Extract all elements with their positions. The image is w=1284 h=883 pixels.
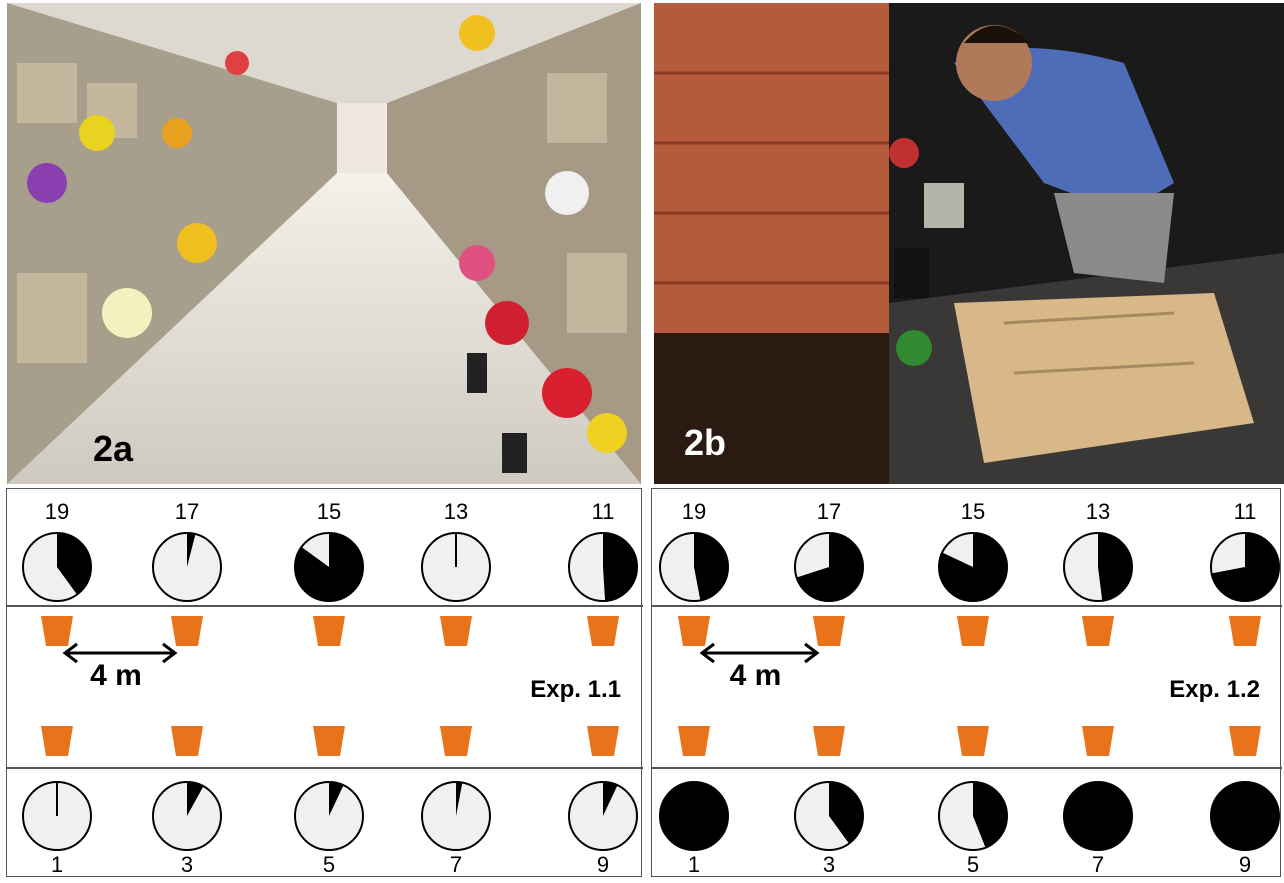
- experiment-label: Exp. 1.2: [1169, 676, 1260, 703]
- trap-number-bottom: 9: [597, 852, 609, 877]
- photo-label-2b: 2b: [684, 422, 727, 463]
- pie-top: [421, 532, 491, 602]
- trap-pot: [1229, 616, 1261, 646]
- trap-pot: [678, 616, 710, 646]
- experiment-panel-1: 19 1 17 3 15 5 13 7 11 9 4 m Exp. 1.1: [6, 488, 643, 877]
- trap-number-top: 19: [45, 499, 69, 524]
- trap-pot: [41, 616, 73, 646]
- trap-pot: [440, 726, 472, 756]
- pie-top: [938, 532, 1008, 602]
- trap-number-bottom: 7: [450, 852, 462, 877]
- pie-bottom: [938, 781, 1008, 851]
- pie-bottom: [1063, 781, 1133, 851]
- researcher-photo: [654, 3, 1284, 484]
- trap-number-bottom: 1: [51, 852, 63, 877]
- trap-pot: [587, 616, 619, 646]
- trap-pot: [1082, 616, 1114, 646]
- trap-pot: [313, 726, 345, 756]
- pie-bottom: [421, 781, 491, 851]
- trap-pot: [813, 616, 845, 646]
- corridor-photo: [7, 3, 641, 484]
- pie-top: [659, 532, 729, 602]
- trap-pot: [171, 726, 203, 756]
- pie-bottom: [152, 781, 222, 851]
- trap-number-bottom: 5: [323, 852, 335, 877]
- photo-2b: 2b: [654, 3, 1284, 484]
- pie-top: [794, 532, 864, 602]
- photo-2a: 2a: [7, 3, 641, 484]
- pie-top: [152, 532, 222, 602]
- trap-number-top: 15: [317, 499, 341, 524]
- trap-pot: [587, 726, 619, 756]
- pie-bottom: [294, 781, 364, 851]
- trap-pot: [813, 726, 845, 756]
- distance-arrow: [62, 642, 178, 664]
- pie-top: [294, 532, 364, 602]
- pie-top: [568, 532, 638, 602]
- pie-bottom: [659, 781, 729, 851]
- pie-bottom: [568, 781, 638, 851]
- trap-number-bottom: 3: [181, 852, 193, 877]
- pie-bottom: [1210, 781, 1280, 851]
- trap-pot: [440, 616, 472, 646]
- trap-number-bottom: 5: [967, 852, 979, 877]
- trap-number-bottom: 9: [1239, 852, 1251, 877]
- trap-pot: [1229, 726, 1261, 756]
- pie-top: [22, 532, 92, 602]
- trap-number-top: 19: [682, 499, 706, 524]
- trap-number-bottom: 7: [1092, 852, 1104, 877]
- experiment-panel-2: 19 1 17 3 15 5 13 7 11 9 4 m Exp. 1.2: [651, 488, 1282, 877]
- trap-number-top: 15: [961, 499, 985, 524]
- experiment-diagram: 19 1 17 3 15 5 13 7 11 9 4 m Exp. 1.1: [7, 499, 643, 877]
- trap-number-top: 11: [592, 499, 615, 524]
- photo-label-2a: 2a: [93, 428, 134, 469]
- trap-pot: [41, 726, 73, 756]
- pie-top: [1063, 532, 1133, 602]
- trap-number-top: 13: [444, 499, 468, 524]
- trap-number-top: 17: [175, 499, 199, 524]
- trap-pot: [678, 726, 710, 756]
- trap-pot: [313, 616, 345, 646]
- pie-bottom: [794, 781, 864, 851]
- trap-pot: [957, 726, 989, 756]
- experiment-diagram: 19 1 17 3 15 5 13 7 11 9 4 m Exp. 1.2: [652, 499, 1282, 877]
- trap-number-top: 11: [1234, 499, 1257, 524]
- experiment-label: Exp. 1.1: [530, 676, 621, 703]
- trap-number-top: 17: [817, 499, 841, 524]
- distance-label: 4 m: [90, 659, 142, 692]
- trap-pot: [1082, 726, 1114, 756]
- trap-number-bottom: 3: [823, 852, 835, 877]
- trap-pot: [957, 616, 989, 646]
- trap-number-bottom: 1: [688, 852, 700, 877]
- pie-bottom: [22, 781, 92, 851]
- trap-number-top: 13: [1086, 499, 1110, 524]
- trap-pot: [171, 616, 203, 646]
- distance-label: 4 m: [730, 659, 782, 692]
- pie-top: [1210, 532, 1280, 602]
- distance-arrow: [699, 642, 820, 664]
